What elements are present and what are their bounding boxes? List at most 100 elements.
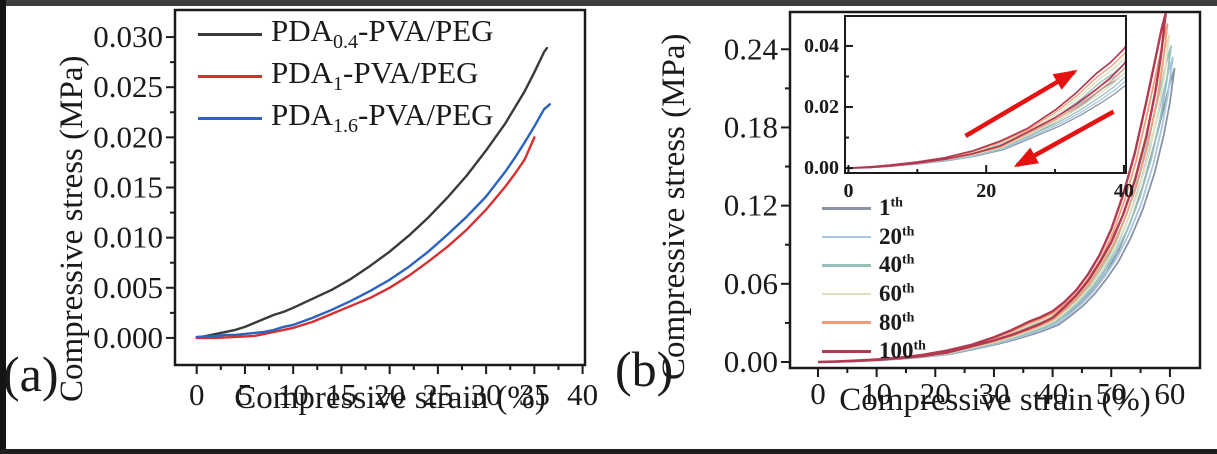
y-tick-label: 0.020	[93, 119, 163, 154]
panel-b-curves	[817, 13, 1176, 364]
x-tick-label: 20	[920, 376, 951, 411]
legend-label: 80th	[879, 310, 914, 336]
cycle-ordinal-suffix: th	[902, 224, 915, 240]
panel-a-y-axis-label: Compressive stress (MPa)	[54, 55, 90, 402]
top-border	[0, 0, 1217, 6]
x-tick-label: 40	[1114, 180, 1134, 202]
panel-b-label: (b)	[615, 341, 674, 397]
cycle-number: 100	[879, 338, 914, 364]
legend-label-text: PDA	[271, 97, 334, 133]
legend-item: 80th	[822, 308, 926, 337]
inset-cycle-curve-60th	[848, 57, 1125, 169]
x-tick-label: 30	[978, 376, 1009, 411]
legend-label-text: PDA	[271, 13, 334, 49]
inset-frame	[844, 15, 1127, 174]
legend-label: PDA1-PVA/PEG	[271, 55, 479, 96]
legend-line-swatch	[822, 264, 871, 267]
unloading-direction-arrow	[1013, 109, 1115, 168]
legend-item: PDA1-PVA/PEG	[198, 55, 494, 97]
x-tick-label: 50	[1096, 376, 1127, 411]
legend-label: 100th	[879, 338, 926, 364]
legend-line-swatch	[822, 349, 871, 354]
left-border	[0, 0, 6, 454]
legend-line-swatch	[198, 74, 262, 78]
y-tick-label: 0.010	[93, 220, 163, 255]
panel-b-legend: 1th 20th 40th 60th 80th 100th	[822, 194, 926, 366]
panel-b-axes: 0 10 20 30 40 50 60 0.00 0.06 0.12 0.18 0.24	[724, 10, 1202, 411]
legend-item: 60th	[822, 280, 926, 309]
y-tick-label: 0.18	[724, 109, 778, 144]
panel-b-x-axis-label: Compressive strain (%)	[839, 382, 1151, 418]
curve-PDA1-PVA/PEG	[195, 136, 536, 340]
cycle-ordinal-suffix: th	[902, 252, 915, 268]
legend-label-subscript: 1	[333, 73, 344, 96]
panel-a-frame	[173, 8, 587, 367]
curve-PDA0.4-PVA/PEG	[195, 46, 549, 340]
legend-label: 60th	[879, 281, 914, 307]
legend-line-swatch	[198, 116, 262, 120]
y-tick-label: 0.02	[804, 96, 839, 118]
legend-label-text: -PVA/PEG	[343, 55, 479, 91]
bottom-border	[0, 449, 1217, 454]
cycle-ordinal-suffix: th	[890, 195, 903, 211]
y-tick-label: 0.24	[724, 31, 779, 66]
legend-label: 40th	[879, 252, 914, 278]
panel-b-y-axis-label: Compressive stress (MPa)	[656, 33, 692, 380]
legend-label: 1th	[879, 195, 903, 221]
x-tick-label: 0	[189, 377, 205, 412]
x-tick-label: 40	[1037, 376, 1068, 411]
cycle-number: 60	[879, 281, 902, 307]
legend-line-swatch	[198, 32, 262, 36]
legend-item: 20th	[822, 223, 926, 252]
x-tick-label: 5	[237, 377, 253, 412]
y-tick-label: 0.005	[93, 270, 163, 305]
legend-line-swatch	[822, 292, 871, 296]
y-tick-label: 0.030	[93, 19, 163, 54]
legend-item: 1th	[822, 194, 926, 223]
y-tick-label: 0.06	[724, 266, 778, 301]
legend-line-swatch	[822, 235, 871, 239]
x-tick-label: 15	[326, 377, 357, 412]
legend-label-text: -PVA/PEG	[358, 97, 494, 133]
legend-line-swatch	[822, 207, 871, 210]
panel-a-axes: 0 5 10 15 20 25 30 35 40 0.000 0.005 0.010 0.015 0.02…	[93, 8, 598, 412]
panel-a-x-axis-label: Compressive strain (%)	[234, 380, 546, 416]
inset-curves	[846, 17, 1125, 172]
cycle-curve-100th	[817, 13, 1167, 364]
inset-cycle-curve-80th	[848, 52, 1125, 169]
y-tick-label: 0.000	[93, 320, 163, 355]
x-tick-label: 25	[422, 377, 453, 412]
y-tick-label: 0.12	[724, 188, 778, 223]
cycle-number: 1	[879, 195, 891, 221]
cycle-number: 80	[879, 309, 902, 335]
legend-item: 40th	[822, 251, 926, 280]
curve-PDA1.6-PVA/PEG	[195, 103, 551, 339]
cycle-ordinal-suffix: th	[902, 310, 915, 326]
y-tick-label: 0.00	[804, 157, 839, 179]
legend-item: PDA0.4-PVA/PEG	[198, 13, 494, 55]
x-tick-label: 20	[976, 180, 996, 202]
inset-axes: 0 20 40 0.00 0.02 0.04	[804, 15, 1134, 202]
inset-cycle-curve-100th	[848, 45, 1125, 169]
panel-a-curves	[195, 46, 551, 340]
panel-a-label: (a)	[3, 346, 59, 402]
y-tick-label: 0.025	[93, 69, 163, 104]
legend-label: PDA1.6-PVA/PEG	[271, 97, 494, 138]
x-tick-label: 20	[374, 377, 405, 412]
y-tick-label: 0.00	[724, 344, 778, 379]
legend-label-text: PDA	[271, 55, 334, 91]
y-tick-label: 0.04	[804, 35, 839, 57]
x-tick-label: 10	[278, 377, 309, 412]
legend-label-subscript: 1.6	[333, 115, 359, 138]
cycle-number: 40	[879, 252, 902, 278]
x-tick-label: 0	[843, 180, 853, 202]
legend-item: 100th	[822, 337, 926, 366]
legend-label: 20th	[879, 224, 914, 250]
x-tick-label: 10	[861, 376, 892, 411]
x-tick-label: 35	[519, 377, 550, 412]
panel-b-frame	[788, 10, 1202, 370]
cycle-number: 20	[879, 223, 902, 249]
legend-label-subscript: 0.4	[333, 31, 359, 54]
